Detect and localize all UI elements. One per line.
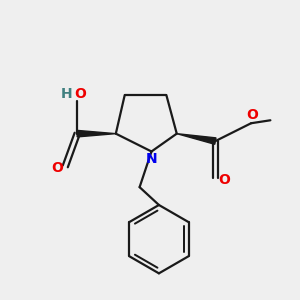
Text: O: O [51,161,63,175]
Text: N: N [146,152,157,166]
Polygon shape [177,134,216,144]
Text: H: H [61,86,73,100]
Text: O: O [218,173,230,187]
Polygon shape [77,130,116,137]
Text: O: O [247,108,259,122]
Text: O: O [74,86,86,100]
